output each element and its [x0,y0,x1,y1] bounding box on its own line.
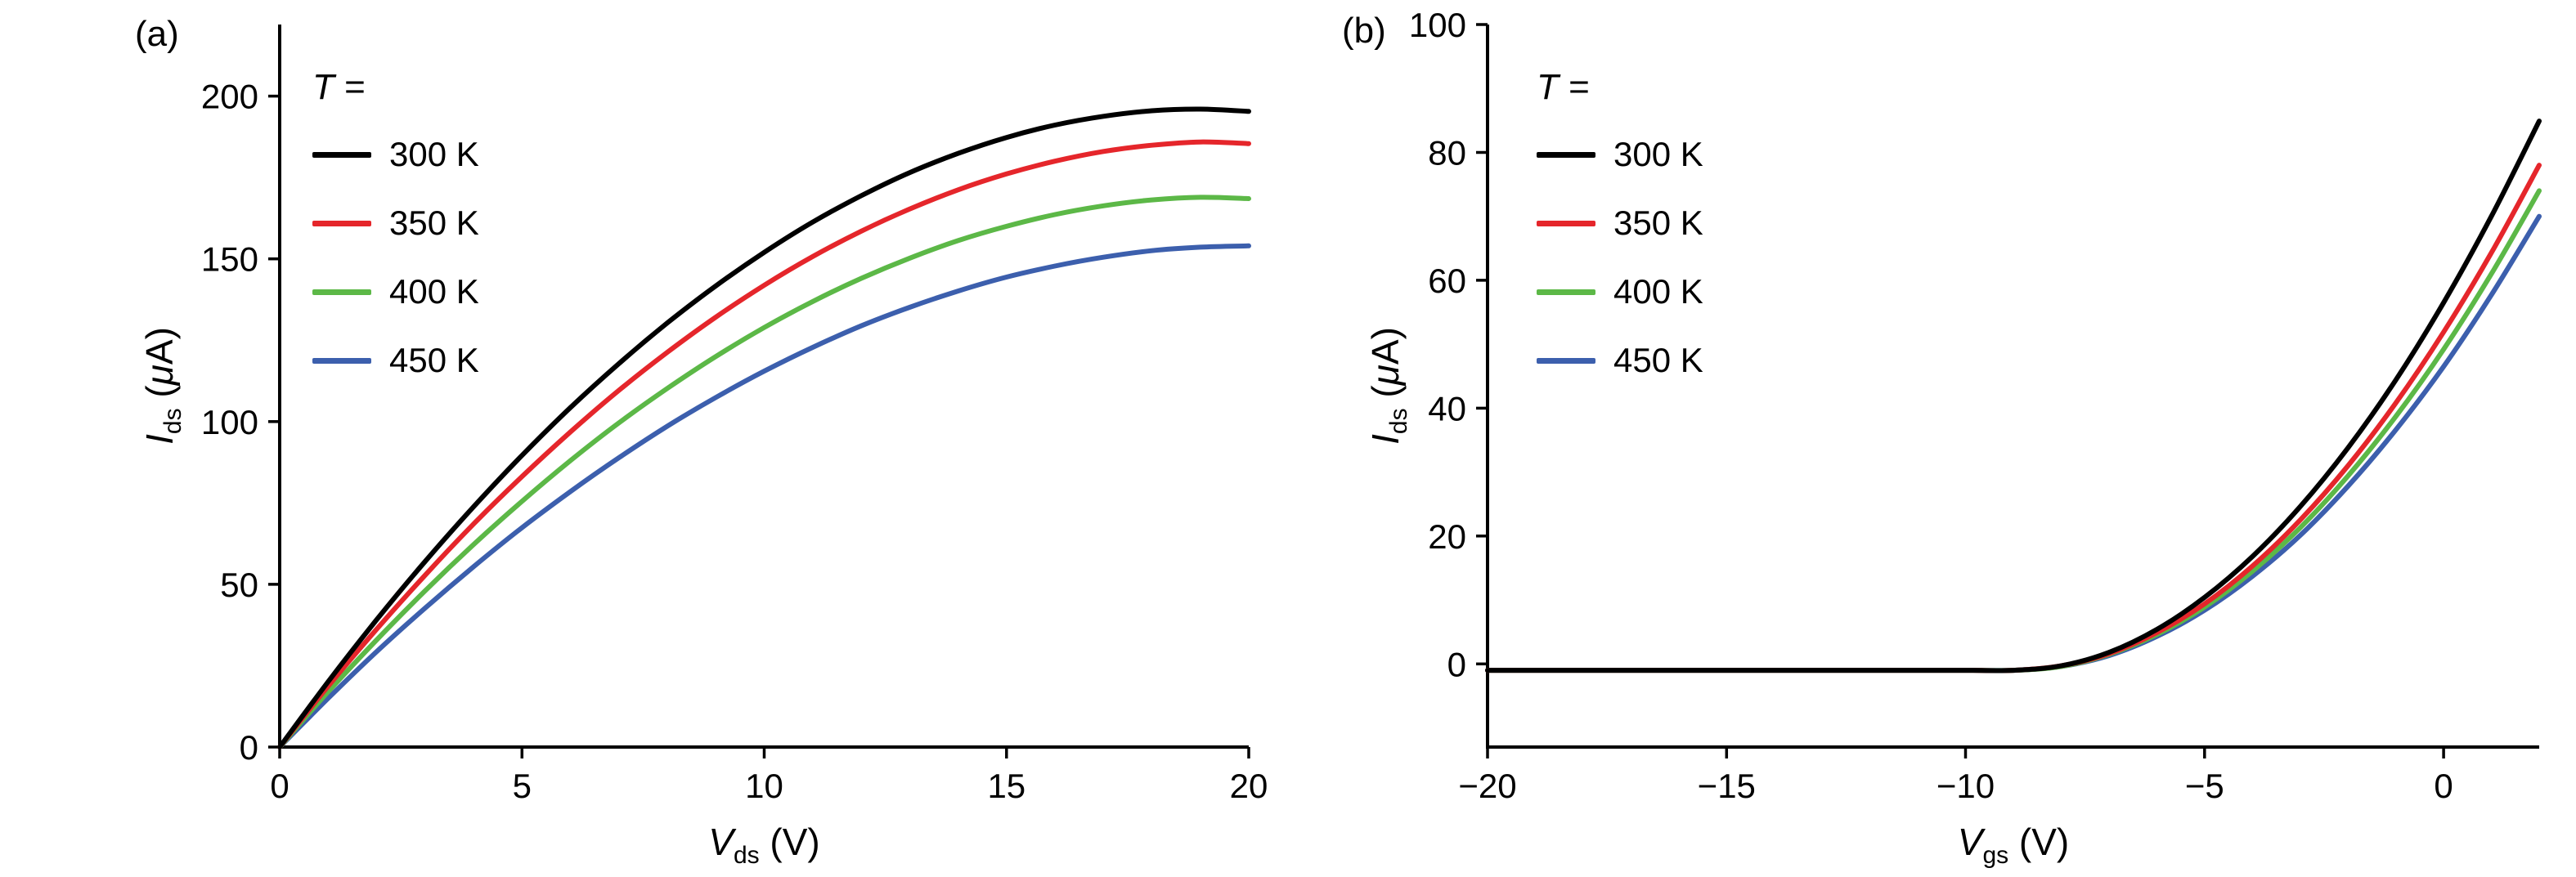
legend-label: 300 K [1613,135,1703,173]
y-axis-unit-mu: μ [1364,365,1407,386]
legend-title-equals: = [334,67,366,107]
y-axis-unit-close: A) [138,327,181,365]
svg-text:−20: −20 [1458,767,1516,805]
legend-entry: 400 K [1537,257,1703,326]
y-axis-unit-mu: μ [138,365,181,386]
svg-text:50: 50 [220,566,258,604]
svg-text:10: 10 [745,767,783,805]
legend-title-equals: = [1558,67,1590,107]
svg-text:20: 20 [1428,517,1466,556]
y-axis-label: Ids (μA) [135,181,187,590]
transfer-characteristics-plot: −20 −15 −10 −5 0 0 20 40 60 80 100 [1409,6,2542,805]
y-axis-symbol: I [1364,434,1407,445]
x-axis-subscript: gs [1982,842,2009,870]
x-axis-unit-close: V) [2031,821,2070,863]
svg-text:20: 20 [1230,767,1268,805]
svg-text:−5: −5 [2185,767,2224,805]
svg-text:80: 80 [1428,134,1466,172]
x-axis-symbol: V [1957,821,1983,863]
x-axis-unit-open: ( [759,821,783,863]
legend-b: T = 300 K 350 K 400 K 450 K [1537,61,1703,395]
svg-text:0: 0 [1447,645,1466,683]
svg-text:100: 100 [201,403,258,441]
y-axis-unit-close: A) [1364,327,1407,365]
svg-text:200: 200 [201,78,258,116]
legend-a: T = 300 K 350 K 400 K 450 K [312,61,479,395]
svg-text:0: 0 [240,728,258,767]
svg-text:−10: −10 [1936,767,1995,805]
panel-label-b: (b) [1342,11,1386,51]
svg-text:−15: −15 [1698,767,1756,805]
legend-line-swatch [1537,289,1595,295]
legend-line-swatch [312,289,371,295]
svg-text:5: 5 [513,767,532,805]
legend-line-swatch [1537,220,1595,226]
x-axis-label: Vds (V) [280,817,1249,877]
legend-entries: 300 K 350 K 400 K 450 K [1537,120,1703,395]
legend-entry: 450 K [1537,326,1703,395]
y-axis-symbol: I [138,434,181,445]
svg-text:0: 0 [270,767,289,805]
legend-label: 450 K [389,341,479,379]
legend-title: T = [312,61,479,114]
legend-entry: 450 K [312,326,479,395]
legend-title: T = [1537,61,1703,114]
svg-text:60: 60 [1428,262,1466,300]
legend-entry: 350 K [1537,189,1703,257]
legend-title-symbol: T [312,67,334,107]
svg-text:100: 100 [1409,6,1466,44]
svg-text:15: 15 [987,767,1025,805]
y-axis-subscript: ds [1385,408,1413,435]
legend-entry: 300 K [312,120,479,189]
svg-text:150: 150 [201,240,258,279]
legend-label: 450 K [1613,341,1703,379]
legend-line-swatch [312,357,371,364]
legend-label: 400 K [1613,272,1703,311]
panel-label-a: (a) [135,14,179,54]
legend-entry: 400 K [312,257,479,326]
panel-a: 0 5 10 15 20 0 50 100 150 200 (a) Ids (μA) Vds (V… [135,14,1268,877]
svg-text:0: 0 [2434,767,2453,805]
x-axis-unit-close: V) [782,821,820,863]
y-axis-label: Ids (μA) [1361,181,1413,590]
x-axis-symbol: V [708,821,734,863]
svg-text:40: 40 [1428,389,1466,427]
legend-label: 400 K [389,272,479,311]
x-axis-subscript: ds [733,842,760,870]
x-axis-unit-open: ( [2008,821,2032,863]
legend-label: 350 K [389,204,479,242]
legend-line-swatch [312,151,371,158]
legend-line-swatch [1537,151,1595,158]
legend-entry: 300 K [1537,120,1703,189]
legend-line-swatch [1537,357,1595,364]
x-axis-label: Vgs (V) [1488,817,2539,877]
legend-label: 350 K [1613,204,1703,242]
y-axis-subscript: ds [159,408,187,435]
legend-line-swatch [312,220,371,226]
y-axis-unit-open: ( [1364,385,1407,409]
panel-b: −20 −15 −10 −5 0 0 20 40 60 80 100 (b) Ids (μA) Vg… [1288,0,2576,877]
legend-entry: 350 K [312,189,479,257]
legend-title-symbol: T [1537,67,1559,107]
y-axis-unit-open: ( [138,385,181,409]
legend-label: 300 K [389,135,479,173]
legend-entries: 300 K 350 K 400 K 450 K [312,120,479,395]
